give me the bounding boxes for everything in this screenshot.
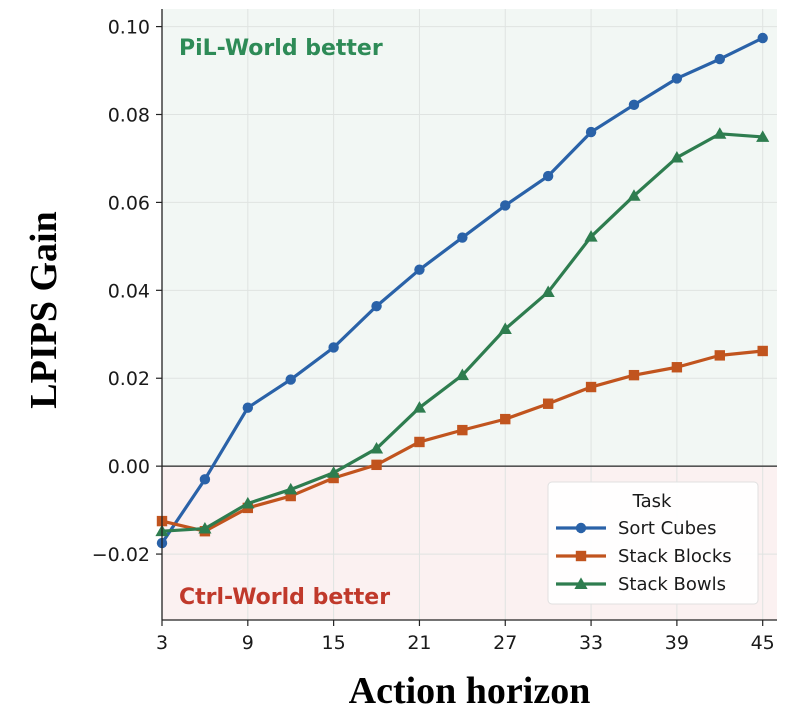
data-point (327, 466, 341, 478)
y-tick-label: −0.02 (92, 544, 150, 566)
x-tick-label: 3 (156, 632, 168, 654)
y-tick-label: 0.00 (108, 456, 150, 478)
x-tick-label: 45 (751, 632, 775, 654)
data-point (455, 368, 469, 381)
y-tick-label: 0.02 (108, 368, 150, 390)
upper-region-label: PiL-World better (179, 36, 383, 61)
data-point (628, 369, 640, 381)
data-point (412, 401, 427, 413)
data-point (541, 285, 555, 298)
y-tick-label: 0.04 (108, 280, 150, 302)
data-point (584, 230, 598, 242)
data-point (457, 424, 468, 436)
data-point (627, 189, 641, 201)
data-point (756, 130, 770, 142)
x-tick-label: 9 (242, 632, 254, 654)
legend-title: Task (632, 491, 672, 512)
lower-region-label: Ctrl-World better (179, 585, 390, 610)
legend-label: Sort Cubes (618, 518, 716, 539)
data-point (328, 342, 339, 353)
legend-label: Stack Blocks (618, 546, 732, 567)
legend-box (547, 481, 759, 605)
data-point (371, 300, 382, 312)
data-point (670, 150, 684, 163)
data-point (414, 264, 425, 275)
data-point (242, 402, 254, 413)
data-point (371, 459, 382, 471)
data-point (713, 127, 727, 139)
data-point (241, 496, 255, 509)
data-point (498, 322, 512, 334)
data-point (542, 398, 554, 409)
data-point (542, 170, 554, 182)
data-point (199, 474, 211, 485)
data-point (585, 381, 597, 393)
legend: Task Sort Cubes Stack Blocks Stack Bowls (547, 481, 759, 605)
data-point (757, 32, 768, 44)
data-point (328, 472, 339, 484)
data-point (285, 374, 296, 385)
data-point (198, 521, 212, 534)
x-tick-label: 21 (407, 632, 431, 654)
y-tick-label: 0.08 (108, 104, 150, 126)
data-point (285, 490, 296, 502)
upper-region-fill (162, 9, 777, 467)
x-axis-title: Action horizon (349, 670, 591, 712)
y-tick-label: 0.06 (108, 192, 150, 214)
x-tick-label: 33 (579, 632, 603, 654)
x-tick-label: 27 (493, 632, 517, 654)
data-point (284, 482, 298, 495)
data-point (628, 99, 640, 111)
data-point (369, 441, 384, 454)
y-axis-title: LPIPS Gain (23, 211, 65, 408)
data-point (414, 436, 425, 448)
data-point (585, 126, 597, 138)
legend-label: Stack Bowls (618, 574, 726, 595)
y-tick-label: 0.10 (108, 17, 150, 39)
data-point (500, 200, 511, 211)
data-point (457, 232, 468, 243)
data-point (757, 345, 768, 357)
data-point (671, 73, 683, 84)
data-point (671, 362, 683, 373)
data-point (714, 53, 725, 65)
data-point (500, 413, 511, 425)
data-point (714, 350, 725, 361)
legend-marker (575, 522, 587, 534)
legend-marker (574, 577, 588, 589)
x-tick-label: 39 (665, 632, 689, 654)
legend-marker (575, 550, 587, 562)
x-tick-label: 15 (322, 632, 346, 654)
